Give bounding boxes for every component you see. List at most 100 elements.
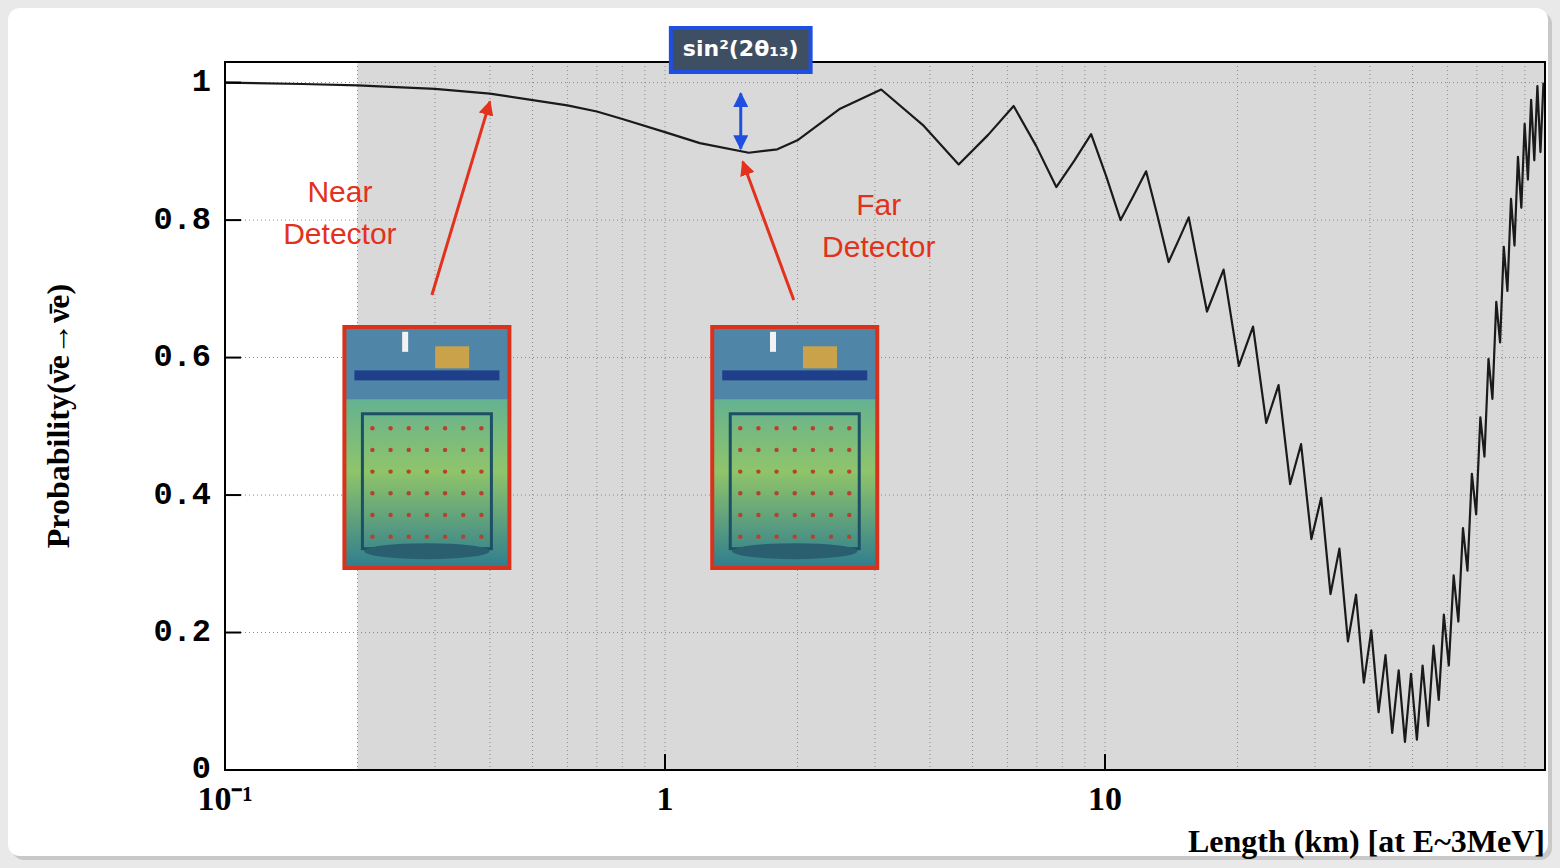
detector-pmt: [425, 469, 429, 473]
y-axis-title: Probability(ν̄e→ν̄e): [40, 284, 76, 548]
page-background: [0, 0, 1560, 868]
detector-frame: [344, 327, 509, 568]
minor-grid-line: [622, 62, 623, 770]
detector-pmt: [407, 448, 411, 452]
detector-pmt: [443, 469, 447, 473]
detector-pmt: [756, 513, 760, 517]
detector-pmt: [388, 426, 392, 430]
detector-pmt: [829, 469, 833, 473]
detector-pmt: [738, 448, 742, 452]
detector-pmt: [774, 469, 778, 473]
detector-frame: [712, 327, 877, 568]
detector-pmt: [756, 469, 760, 473]
detector-pmt: [793, 426, 797, 430]
amplitude-arrow: [739, 93, 742, 148]
y-tick: [225, 494, 241, 496]
detector-pmt: [388, 448, 392, 452]
detector-pmt: [811, 469, 815, 473]
detector-hall: [712, 327, 877, 399]
far-label-line: Far: [856, 188, 901, 221]
detector-pmt: [811, 448, 815, 452]
detector-pmt: [443, 491, 447, 495]
detector-pmt: [738, 491, 742, 495]
detector-pmt: [479, 513, 483, 517]
detector-pmt: [461, 426, 465, 430]
detector-pmt: [738, 469, 742, 473]
detector-pmt: [774, 448, 778, 452]
far-label-line: Detector: [822, 230, 935, 263]
y-tick-label: 0.8: [153, 202, 211, 239]
minor-grid-line: [972, 62, 973, 770]
detector-pmt: [738, 513, 742, 517]
minor-grid-line: [1502, 62, 1503, 770]
detector-pmt: [829, 513, 833, 517]
probability-curve: [225, 83, 1543, 742]
detector-pmt: [388, 513, 392, 517]
y-tick: [225, 632, 241, 634]
detector-pmt: [774, 513, 778, 517]
detector-vessel: [362, 414, 491, 549]
x-tick: [664, 754, 666, 770]
detector-pmt: [407, 469, 411, 473]
detector-pmt: [479, 448, 483, 452]
detector-pmt: [811, 491, 815, 495]
detector-vessel: [730, 414, 859, 549]
minor-grid-line: [1036, 62, 1037, 770]
detector-person: [770, 332, 776, 352]
minor-grid-line: [1476, 62, 1477, 770]
detector-pmt: [847, 513, 851, 517]
detector-hall: [344, 327, 509, 399]
detector-pmt: [811, 426, 815, 430]
detector-pmt: [370, 513, 374, 517]
minor-grid-line: [1062, 62, 1063, 770]
detector-base: [732, 543, 857, 559]
detector-pmt: [370, 534, 374, 538]
data-group: [225, 83, 1543, 742]
detector-pmt: [847, 448, 851, 452]
detector-pmt: [443, 426, 447, 430]
y-tick: [225, 357, 241, 359]
detector-pmt: [811, 513, 815, 517]
detector-pmt: [461, 491, 465, 495]
y-tick-label: 0.4: [153, 477, 211, 514]
detector-pmt: [443, 448, 447, 452]
detector-pmt: [443, 534, 447, 538]
grid: [225, 62, 1545, 770]
detector-bridge: [354, 370, 499, 380]
detector-pmt: [847, 469, 851, 473]
plot-background: [225, 62, 1545, 770]
detector-crane: [803, 346, 837, 368]
detector-pmt: [756, 534, 760, 538]
detector-pmt: [829, 534, 833, 538]
far-arrow: [743, 162, 794, 300]
detector-pmt: [847, 426, 851, 430]
detector-pmt: [479, 491, 483, 495]
annotations: NearDetectorFarDetectorsin²(2θ₁₃): [283, 28, 935, 300]
minor-grid-line: [1524, 62, 1525, 770]
detector-pmt: [479, 426, 483, 430]
detector-pmt: [793, 448, 797, 452]
detector-pmt: [425, 448, 429, 452]
detector-pmt: [407, 491, 411, 495]
detector-pmt: [425, 491, 429, 495]
detector-pmt: [388, 534, 392, 538]
detector-pmt: [829, 448, 833, 452]
ticks: 10⁻¹11000.20.40.60.81: [153, 64, 1122, 817]
far-label: Far Detector: [822, 188, 935, 263]
minor-grid-line: [596, 62, 597, 770]
detector-pmt: [756, 448, 760, 452]
near-label-line: Detector: [283, 217, 396, 250]
grid-line: [225, 82, 1545, 83]
x-tick: [224, 754, 226, 770]
minor-grid-line: [532, 62, 533, 770]
detector-body: [344, 327, 509, 568]
minor-grid-line: [1084, 62, 1085, 770]
detector-base: [364, 543, 489, 559]
detector-pmt: [461, 448, 465, 452]
y-tick-label: 0: [192, 751, 211, 788]
y-tick-label: 0.6: [153, 339, 211, 376]
detector-pmt: [829, 426, 833, 430]
minor-grid-line: [1007, 62, 1008, 770]
detector-bridge: [722, 370, 867, 380]
detector-pmt: [425, 534, 429, 538]
